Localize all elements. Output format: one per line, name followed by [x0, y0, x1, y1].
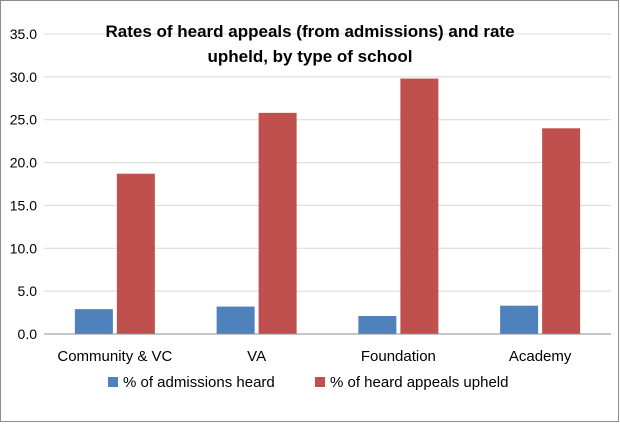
legend-swatch-appeals-upheld — [315, 377, 325, 387]
legend-label-appeals-upheld: % of heard appeals upheld — [330, 374, 508, 391]
bar-admissions-heard-0 — [74, 309, 113, 334]
y-tick-label: 5.0 — [18, 283, 38, 299]
bar-appeals-upheld-1 — [258, 112, 297, 334]
legend: % of admissions heard % of heard appeals… — [108, 374, 508, 391]
bar-appeals-upheld-2 — [400, 78, 439, 334]
bar-appeals-upheld-0 — [116, 173, 155, 334]
x-tick-label: Community & VC — [57, 348, 172, 365]
x-tick-label: Academy — [509, 348, 572, 365]
bar-admissions-heard-1 — [216, 306, 255, 334]
bar-appeals-upheld-3 — [542, 128, 581, 334]
y-tick-label: 20.0 — [10, 155, 37, 171]
y-tick-label: 15.0 — [10, 197, 37, 213]
y-axis-tick-labels: 0.0 5.0 10.0 15.0 20.0 25.0 30.0 35.0 — [10, 26, 37, 342]
y-tick-label: 35.0 — [10, 26, 37, 42]
y-tick-label: 10.0 — [10, 240, 37, 256]
bars — [74, 78, 581, 334]
bar-admissions-heard-2 — [358, 316, 397, 334]
x-tick-label: VA — [247, 348, 266, 365]
bar-admissions-heard-3 — [500, 305, 539, 334]
x-tick-label: Foundation — [361, 348, 436, 365]
legend-swatch-admissions-heard — [108, 377, 118, 387]
y-tick-label: 30.0 — [10, 69, 37, 85]
y-tick-label: 25.0 — [10, 112, 37, 128]
legend-label-admissions-heard: % of admissions heard — [123, 374, 275, 391]
chart-title-line-1: Rates of heard appeals (from admissions)… — [105, 22, 514, 41]
y-tick-label: 0.0 — [18, 326, 38, 342]
x-axis-tick-labels: Community & VC VA Foundation Academy — [57, 348, 572, 365]
chart-title-line-2: upheld, by type of school — [208, 47, 413, 66]
